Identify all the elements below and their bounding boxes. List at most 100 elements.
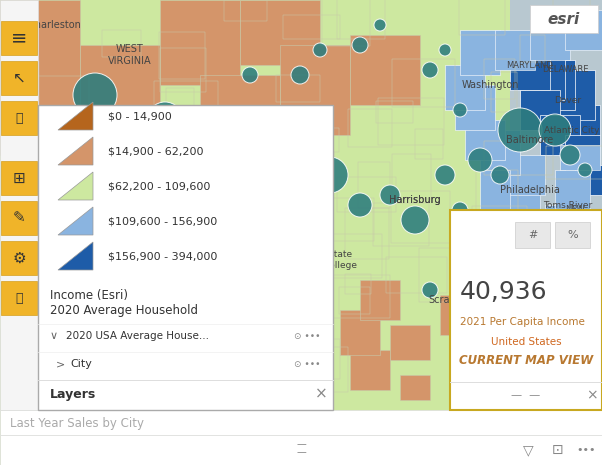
Bar <box>1 201 37 235</box>
Bar <box>1 21 37 55</box>
Bar <box>160 48 206 92</box>
Text: Atlantic City: Atlantic City <box>544 126 600 134</box>
Bar <box>230 196 287 216</box>
Bar <box>1 241 37 275</box>
Circle shape <box>312 157 348 193</box>
Polygon shape <box>0 0 80 155</box>
Bar <box>134 174 166 205</box>
Bar <box>0 410 602 435</box>
Polygon shape <box>565 10 602 50</box>
Text: 2020 Average Household: 2020 Average Household <box>50 304 198 317</box>
Bar <box>1 101 37 135</box>
Bar <box>53 243 110 286</box>
Text: 2021 Per Capita Income: 2021 Per Capita Income <box>460 317 585 327</box>
Bar <box>546 146 602 179</box>
Text: United States: United States <box>491 337 561 347</box>
Bar <box>1 61 37 95</box>
Circle shape <box>491 166 509 184</box>
Circle shape <box>578 163 592 177</box>
Bar <box>419 248 463 302</box>
Bar <box>111 259 160 307</box>
Circle shape <box>291 66 309 84</box>
Bar <box>232 205 268 226</box>
Bar <box>37 149 106 176</box>
Polygon shape <box>460 380 490 400</box>
Bar <box>345 208 389 259</box>
Bar <box>157 306 187 360</box>
Polygon shape <box>565 135 600 175</box>
Polygon shape <box>58 207 93 235</box>
Bar <box>484 59 515 99</box>
Polygon shape <box>530 20 570 60</box>
Bar <box>154 81 218 133</box>
Circle shape <box>453 103 467 117</box>
Polygon shape <box>545 205 580 245</box>
Polygon shape <box>510 215 545 255</box>
Bar <box>491 72 517 112</box>
Bar <box>207 232 251 275</box>
Bar <box>170 345 230 377</box>
Bar <box>36 76 89 126</box>
Bar <box>378 98 444 145</box>
Circle shape <box>435 165 455 185</box>
Text: ∨: ∨ <box>50 331 58 341</box>
Polygon shape <box>560 145 600 170</box>
Circle shape <box>454 259 466 271</box>
Text: Dover: Dover <box>554 95 582 105</box>
Polygon shape <box>495 30 535 70</box>
Text: $156,900 - 394,000: $156,900 - 394,000 <box>108 251 217 261</box>
Bar <box>515 222 550 248</box>
Bar <box>34 177 75 200</box>
Bar <box>216 106 285 154</box>
Text: ↖: ↖ <box>13 71 25 86</box>
Text: ✎: ✎ <box>13 211 25 226</box>
Polygon shape <box>80 195 150 265</box>
Polygon shape <box>200 75 280 155</box>
Text: Harrisburg: Harrisburg <box>389 195 441 205</box>
Bar <box>4 142 42 188</box>
Circle shape <box>313 43 327 57</box>
Bar <box>0 0 38 410</box>
Polygon shape <box>350 350 390 390</box>
Text: Charleston: Charleston <box>28 20 81 30</box>
Bar <box>0 435 602 465</box>
Text: City: City <box>70 359 92 369</box>
Text: ≡: ≡ <box>11 28 27 47</box>
Bar <box>270 151 334 191</box>
Text: Reading: Reading <box>460 220 500 230</box>
Polygon shape <box>575 165 602 195</box>
Text: Scranton: Scranton <box>428 295 472 305</box>
Bar <box>189 209 257 231</box>
Text: 40,936: 40,936 <box>460 280 548 304</box>
Text: Toms River: Toms River <box>544 200 592 210</box>
Bar <box>283 15 340 39</box>
Circle shape <box>348 193 372 217</box>
Polygon shape <box>58 172 93 200</box>
Polygon shape <box>560 305 600 335</box>
Bar <box>1 281 37 315</box>
Bar <box>160 305 217 338</box>
Bar <box>159 32 205 79</box>
Bar <box>134 159 175 211</box>
Polygon shape <box>58 102 93 130</box>
Text: —
—: — — <box>296 439 306 457</box>
Polygon shape <box>465 120 505 160</box>
Bar <box>553 0 590 26</box>
Text: 🔍: 🔍 <box>15 112 23 125</box>
Bar <box>52 183 102 234</box>
Text: —  —: — — <box>511 390 541 400</box>
Bar <box>297 272 328 307</box>
Text: ⊙ •••: ⊙ ••• <box>294 359 321 368</box>
Polygon shape <box>560 365 600 400</box>
Bar <box>27 259 95 298</box>
Polygon shape <box>480 130 520 175</box>
Polygon shape <box>58 242 93 270</box>
Text: %: % <box>567 230 578 240</box>
Circle shape <box>439 44 451 56</box>
Bar <box>36 192 69 246</box>
Bar <box>391 191 450 243</box>
Text: Trenton: Trenton <box>522 220 558 230</box>
Polygon shape <box>545 70 595 120</box>
Text: $62,200 - 109,600: $62,200 - 109,600 <box>108 181 210 191</box>
Text: Edison: Edison <box>541 251 569 259</box>
